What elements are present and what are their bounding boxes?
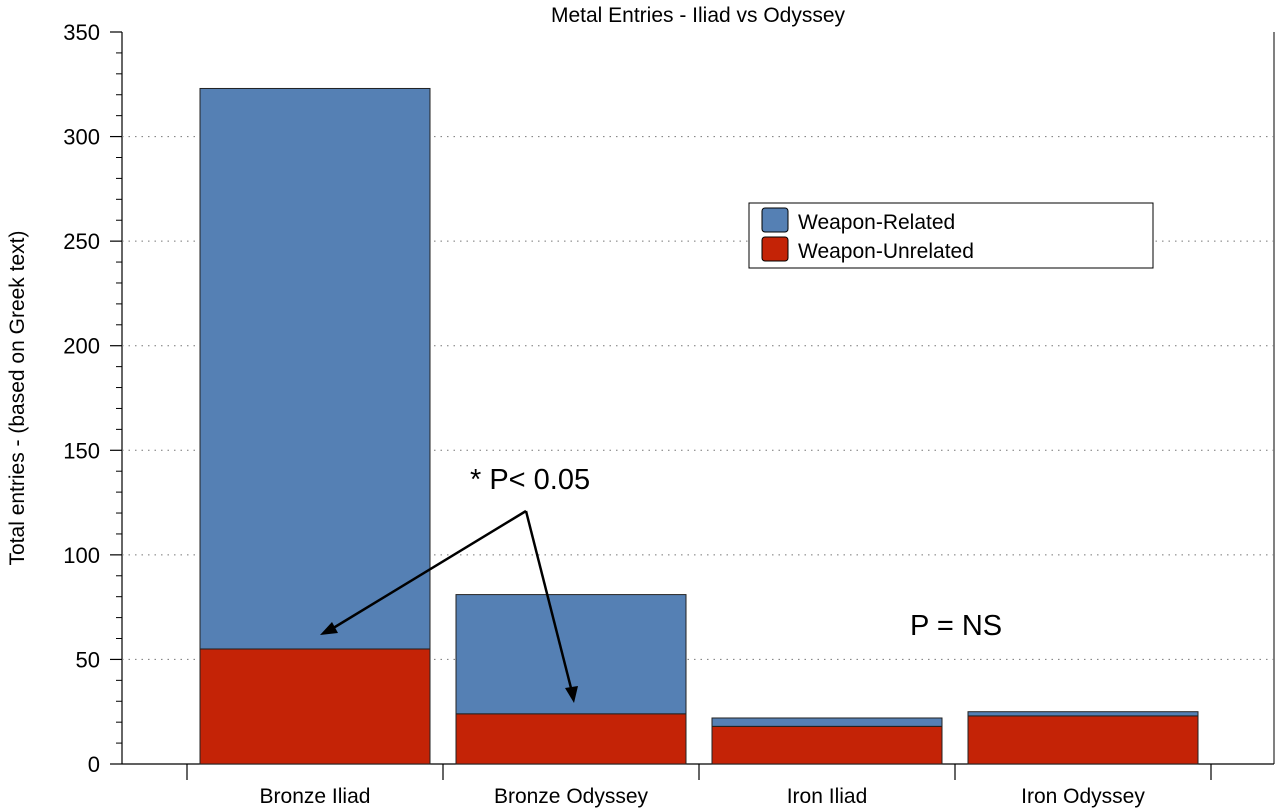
y-tick-label: 50: [76, 647, 100, 672]
x-ticks: [186, 764, 1212, 780]
legend-label-weapon-related: Weapon-Related: [798, 211, 955, 234]
bar-weapon-unrelated: [455, 713, 687, 765]
bar-weapon-unrelated: [711, 725, 943, 765]
bar-weapon-unrelated: [199, 648, 431, 765]
chart-title: Metal Entries - Iliad vs Odyssey: [551, 4, 846, 27]
y-tick-label: 100: [63, 543, 100, 568]
bar-weapon-related: [199, 87, 431, 650]
legend-swatch-weapon-related: [761, 207, 789, 233]
significance-annotation: * P< 0.05 P = NS: [320, 464, 1002, 703]
bar-weapon-related: [967, 711, 1199, 717]
bar-weapon-unrelated: [967, 715, 1199, 765]
legend-label-weapon-unrelated: Weapon-Unrelated: [798, 240, 974, 263]
legend-swatch-weapon-unrelated: [761, 236, 789, 262]
arrowhead-bronze-odyssey: [565, 686, 578, 703]
arrowhead-bronze-iliad: [320, 622, 338, 635]
y-tick-label: 350: [63, 20, 100, 45]
y-tick-labels: 0 50 100 150 200 250 300 350: [63, 20, 100, 777]
y-tick-label: 250: [63, 229, 100, 254]
y-tick-label: 0: [88, 752, 100, 777]
y-axis: 0 50 100 150 200 250 300 350 Total entri…: [6, 20, 1275, 777]
arrow-to-bronze-odyssey: [524, 510, 574, 693]
x-axis: Bronze Iliad Bronze Odyssey Iron Iliad I…: [122, 763, 1274, 808]
y-tick-label: 300: [63, 125, 100, 150]
y-axis-label: Total entries - (based on Greek text): [6, 231, 29, 566]
x-tick-label: Iron Iliad: [787, 785, 868, 808]
x-tick-label: Bronze Iliad: [260, 785, 371, 808]
annotation-significant: * P< 0.05: [470, 464, 590, 496]
annotation-not-significant: P = NS: [910, 610, 1002, 642]
y-tick-label: 150: [63, 438, 100, 463]
bar-weapon-related: [711, 717, 943, 727]
bars: [199, 87, 1199, 765]
x-tick-labels: Bronze Iliad Bronze Odyssey Iron Iliad I…: [260, 785, 1146, 808]
legend-box: [748, 202, 1154, 269]
legend: Weapon-Related Weapon-Unrelated: [748, 202, 1154, 269]
x-tick-label: Iron Odyssey: [1021, 785, 1145, 808]
arrow-to-bronze-iliad: [329, 509, 527, 632]
y-ticks: [110, 31, 122, 765]
x-tick-label: Bronze Odyssey: [494, 785, 649, 808]
y-tick-label: 200: [63, 334, 100, 359]
